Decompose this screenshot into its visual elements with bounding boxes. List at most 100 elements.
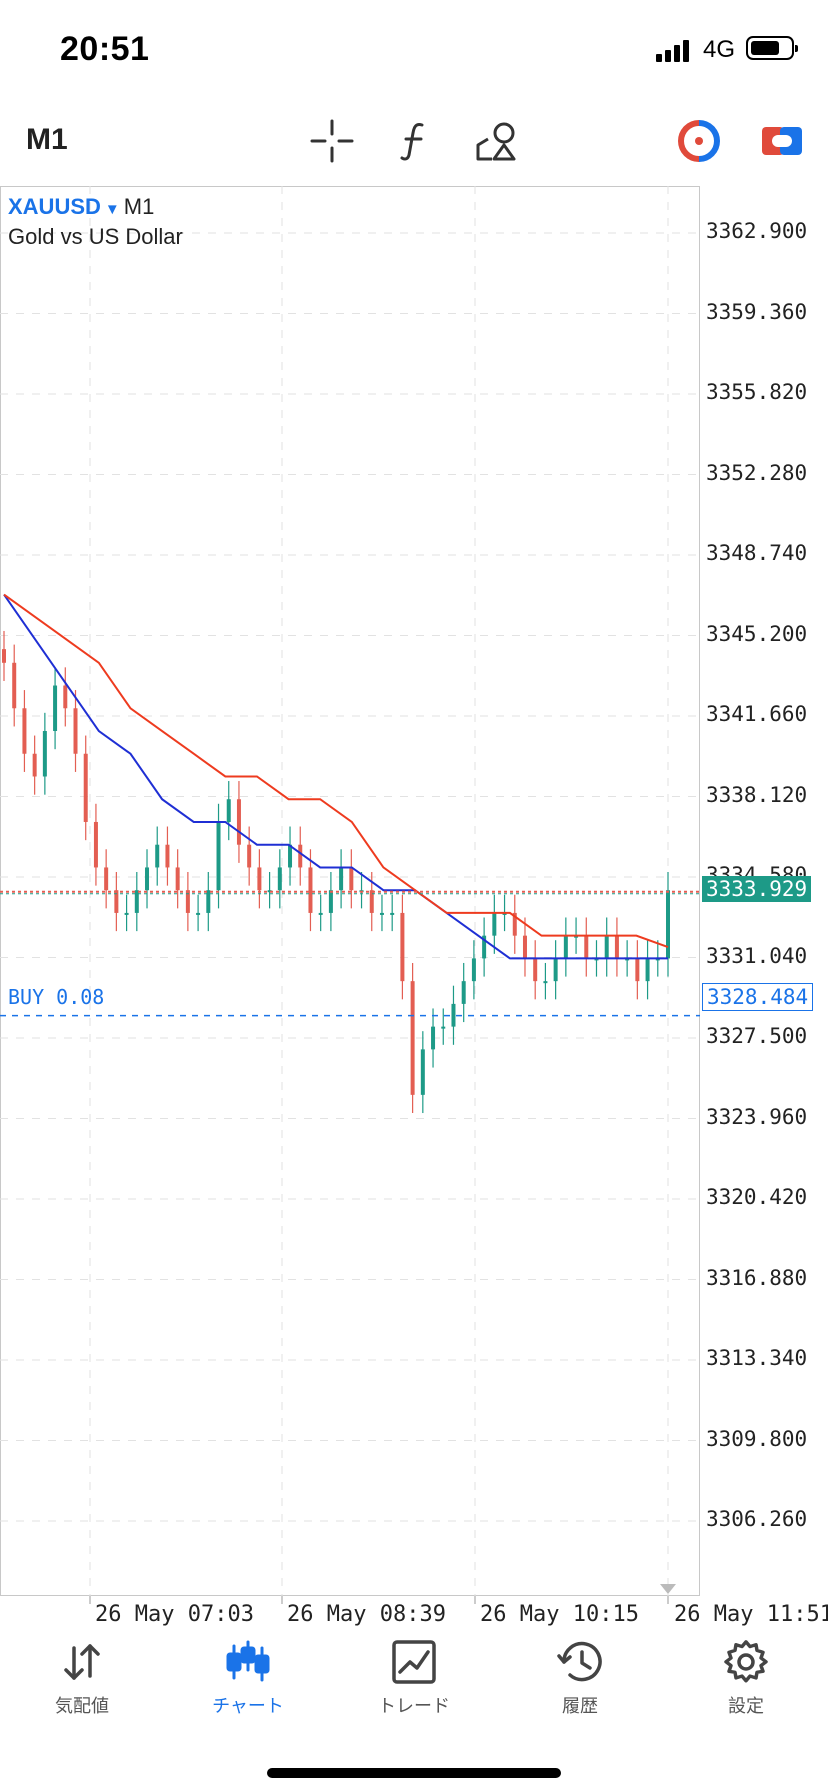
candle-body	[185, 890, 190, 913]
symbol-name[interactable]: XAUUSD	[8, 194, 101, 219]
time-axis-label: 26 May 11:51	[674, 1602, 828, 1627]
candle-body	[277, 867, 282, 891]
candle-body	[53, 685, 58, 732]
quotes-arrows-icon	[64, 1644, 100, 1680]
price-axis-label: 3359.360	[706, 299, 808, 324]
price-axis-label: 3309.800	[706, 1426, 808, 1451]
candle-body	[165, 844, 170, 868]
candle-body	[512, 912, 517, 936]
candle-body	[267, 890, 272, 893]
price-chart[interactable]	[0, 186, 828, 1616]
time-axis-label: 26 May 08:39	[287, 1602, 446, 1627]
price-axis-label: 3327.500	[706, 1024, 808, 1048]
buy-position-label[interactable]: BUY 0.08	[8, 985, 105, 1009]
candle-body	[635, 958, 640, 982]
candle-body	[155, 844, 160, 868]
home-indicator	[267, 1768, 561, 1778]
bid-price-tag: 3333.929	[702, 876, 812, 902]
one-click-trading-icon[interactable]	[675, 117, 723, 165]
candle-body	[308, 867, 313, 913]
candle-body	[492, 912, 497, 936]
candle-body	[226, 799, 231, 822]
candle-body	[410, 981, 415, 1095]
candle-body	[32, 753, 37, 777]
objects-shapes-icon[interactable]	[474, 117, 522, 165]
status-time: 20:51	[60, 30, 150, 68]
candle-body	[93, 821, 98, 868]
trade-chart-icon	[392, 1640, 436, 1684]
settings-gear-icon	[724, 1640, 768, 1683]
nav-history-label: 履歴	[562, 1696, 598, 1716]
moving-average-fast	[3, 593, 668, 960]
battery-icon	[746, 36, 798, 60]
crosshair-icon[interactable]	[308, 117, 356, 165]
candle-body	[175, 867, 180, 891]
candle-body	[584, 935, 589, 959]
candle-body	[390, 912, 395, 915]
candle-body	[328, 890, 333, 913]
candle-body	[563, 935, 568, 959]
candle-body	[533, 958, 538, 982]
candle-body	[12, 662, 17, 709]
candle-body	[2, 649, 6, 663]
nav-chart[interactable]: チャート	[188, 1630, 308, 1720]
candle-body	[73, 708, 78, 754]
symbol-dropdown-icon[interactable]: ▼	[104, 201, 120, 218]
candle-body	[369, 890, 374, 913]
candle-body	[553, 958, 558, 982]
history-clock-icon	[557, 1641, 602, 1682]
candle-body	[420, 1049, 425, 1095]
cellular-signal-icon	[656, 38, 698, 62]
moving-average-slow	[3, 593, 669, 948]
time-axis-label: 26 May 07:03	[95, 1602, 254, 1627]
time-axis-label: 26 May 10:15	[480, 1602, 639, 1627]
candle-body	[431, 1026, 436, 1050]
candle-body	[461, 981, 466, 1004]
chart-shift-marker	[660, 1584, 676, 1594]
nav-settings[interactable]: 設定	[686, 1630, 806, 1720]
price-axis-label: 3313.340	[706, 1346, 808, 1370]
candle-body	[206, 890, 211, 913]
price-axis-label: 3331.040	[706, 943, 808, 968]
account-switch-icon[interactable]	[758, 117, 806, 165]
candle-body	[666, 890, 670, 959]
candle-body	[645, 958, 650, 982]
candle-body	[339, 867, 344, 891]
candle-body	[379, 912, 384, 915]
price-axis-label: 3352.280	[706, 460, 808, 485]
nav-quotes-label: 気配値	[55, 1696, 109, 1716]
candle-body	[288, 844, 293, 868]
nav-trade[interactable]: トレード	[354, 1630, 474, 1720]
candle-body	[349, 867, 354, 891]
candle-body	[134, 890, 139, 913]
symbol-description: Gold vs US Dollar	[8, 224, 183, 249]
price-axis-label: 3345.200	[706, 621, 808, 646]
network-type: 4G	[703, 36, 736, 63]
nav-quotes[interactable]: 気配値	[22, 1630, 142, 1720]
candle-body	[104, 867, 109, 891]
chart-area[interactable]: XAUUSD ▼ M1 Gold vs US Dollar 3362.900 3359…	[0, 186, 828, 1627]
candle-body	[257, 867, 262, 891]
candle-body	[441, 1026, 446, 1029]
candle-body	[604, 935, 609, 959]
candle-body	[543, 981, 548, 984]
buy-price-tag: 3328.484	[702, 983, 814, 1011]
candle-body	[522, 935, 527, 959]
timeframe-button[interactable]: M1	[26, 123, 68, 156]
chart-period: M1	[123, 194, 155, 219]
candle-body	[482, 935, 487, 959]
nav-chart-label: チャート	[212, 1696, 284, 1716]
candle-body	[114, 890, 119, 913]
price-axis-label: 3316.880	[706, 1265, 808, 1290]
candle-body	[318, 912, 323, 915]
price-axis-label: 3348.740	[706, 541, 808, 565]
candle-body	[298, 844, 303, 868]
status-bar: 20:51 4G	[0, 0, 828, 100]
candle-body	[236, 799, 241, 845]
candle-body	[247, 844, 252, 868]
symbol-header[interactable]: XAUUSD ▼ M1	[8, 194, 154, 220]
candle-body	[471, 958, 476, 982]
indicator-function-icon[interactable]	[392, 117, 440, 165]
nav-history[interactable]: 履歴	[520, 1630, 640, 1720]
price-axis-label: 3341.660	[706, 702, 808, 726]
